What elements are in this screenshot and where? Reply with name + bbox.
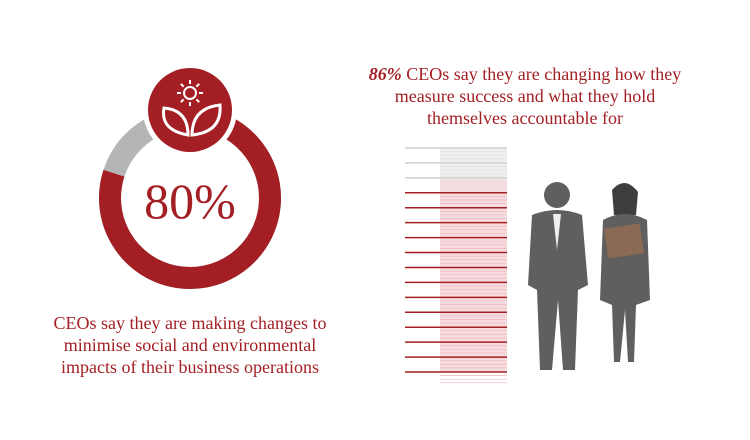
donut-arc	[99, 107, 281, 289]
icon-sun	[183, 86, 197, 100]
value-label: 86%	[368, 64, 402, 84]
icon-leaf	[190, 103, 222, 137]
meter-fill	[405, 192, 507, 373]
title: CEOs say they are changing how they meas…	[394, 64, 682, 128]
icon-ray	[195, 98, 200, 103]
value-label: 80%	[144, 173, 236, 229]
icon-ray	[180, 83, 185, 88]
icon-leaf	[162, 106, 190, 137]
icon-ray	[195, 83, 200, 88]
people-illustration	[528, 182, 650, 370]
icon-ray	[180, 98, 185, 103]
icon-bg	[148, 68, 232, 152]
meter-title: 86% CEOs say they are changing how they …	[360, 63, 690, 129]
caption: CEOs say they are making changes to mini…	[53, 313, 327, 377]
